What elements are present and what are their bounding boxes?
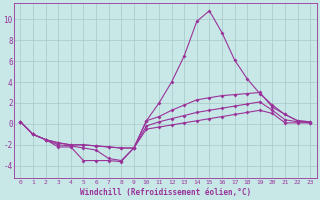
X-axis label: Windchill (Refroidissement éolien,°C): Windchill (Refroidissement éolien,°C) [80, 188, 251, 197]
